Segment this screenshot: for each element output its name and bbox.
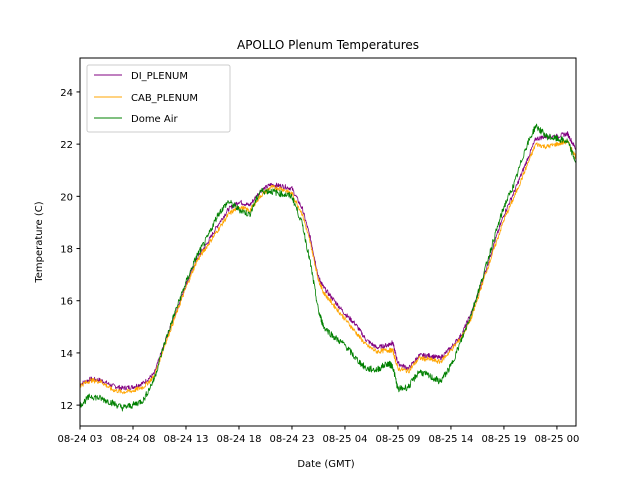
- y-axis-title: Temperature (C): [34, 201, 45, 283]
- y-tick-label: 14: [60, 349, 73, 360]
- chart-title: APOLLO Plenum Temperatures: [237, 38, 419, 52]
- x-tick-label: 08-24 18: [216, 434, 261, 445]
- legend-box: [86, 64, 231, 133]
- x-tick-label: 08-24 13: [163, 434, 208, 445]
- legend-label-dome-air: Dome Air: [131, 114, 179, 125]
- x-tick-label: 08-24 08: [111, 434, 156, 445]
- y-tick-label: 24: [60, 88, 73, 99]
- y-tick-label: 12: [60, 401, 73, 412]
- x-tick-label: 08-25 19: [481, 434, 526, 445]
- series-line-cab-plenum: [79, 139, 577, 395]
- x-tick-label: 08-24 03: [58, 434, 103, 445]
- y-tick-label: 20: [60, 192, 73, 203]
- y-axis: 12 14 16 18 20 22 24: [60, 88, 80, 412]
- x-tick-label: 08-24 23: [269, 434, 314, 445]
- x-tick-label: 08-25 00: [534, 434, 579, 445]
- legend-label-cab-plenum: CAB_PLENUM: [131, 93, 198, 104]
- x-tick-label: 08-25 04: [322, 434, 367, 445]
- series-line-dome-air: [79, 123, 577, 412]
- legend-label-di-plenum: DI_PLENUM: [131, 71, 188, 82]
- y-tick-label: 22: [60, 140, 73, 151]
- y-tick-label: 16: [60, 297, 73, 308]
- plot-frame: [79, 57, 577, 427]
- y-tick-label: 18: [60, 245, 73, 256]
- x-tick-label: 08-25 14: [428, 434, 473, 445]
- x-axis-title: Date (GMT): [297, 459, 354, 470]
- plot-area: [79, 123, 577, 412]
- legend: DI_PLENUM CAB_PLENUM Dome Air: [86, 64, 231, 133]
- x-tick-label: 08-25 09: [375, 434, 420, 445]
- x-axis: 08-24 03 08-24 08 08-24 13 08-24 18 08-24 23…: [58, 426, 579, 445]
